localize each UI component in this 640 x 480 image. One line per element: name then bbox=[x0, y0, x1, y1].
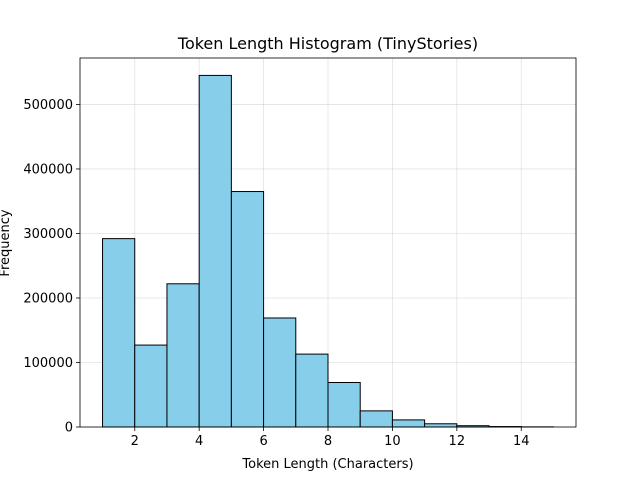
x-tick-label-4: 10 bbox=[384, 434, 401, 449]
chart-title: Token Length Histogram (TinyStories) bbox=[177, 34, 478, 53]
y-tick-label-1: 100000 bbox=[23, 356, 73, 371]
y-tick-label-3: 300000 bbox=[23, 227, 73, 242]
bar-8 bbox=[359, 410, 393, 428]
y-tick-label-4: 400000 bbox=[23, 162, 73, 177]
x-tick-label-2: 6 bbox=[259, 434, 267, 449]
bar-7 bbox=[327, 381, 361, 428]
y-tick-label-0: 0 bbox=[65, 421, 73, 436]
x-tick-label-0: 2 bbox=[131, 434, 139, 449]
bar-5 bbox=[263, 317, 297, 428]
bar-9 bbox=[391, 419, 426, 428]
x-axis-label: Token Length (Characters) bbox=[241, 457, 413, 472]
y-axis-label: Frequency bbox=[0, 209, 13, 276]
x-tick-label-5: 12 bbox=[449, 434, 466, 449]
x-tick-label-1: 4 bbox=[195, 434, 203, 449]
ticks: 2 4 6 8 10 12 14 0 100000 200000 300000 400000 50000… bbox=[23, 98, 529, 449]
bar-10 bbox=[424, 423, 458, 428]
bar-6 bbox=[295, 353, 329, 428]
bar-4 bbox=[230, 191, 265, 428]
y-tick-label-2: 200000 bbox=[23, 291, 73, 306]
y-tick-label-5: 500000 bbox=[23, 98, 73, 113]
grid bbox=[80, 58, 576, 428]
x-tick-label-3: 8 bbox=[324, 434, 332, 449]
bar-0 bbox=[102, 238, 136, 428]
bar-1 bbox=[134, 344, 168, 428]
x-tick-label-6: 14 bbox=[513, 434, 530, 449]
bar-3 bbox=[198, 74, 232, 428]
bar-2 bbox=[166, 283, 200, 428]
bars bbox=[102, 74, 554, 428]
